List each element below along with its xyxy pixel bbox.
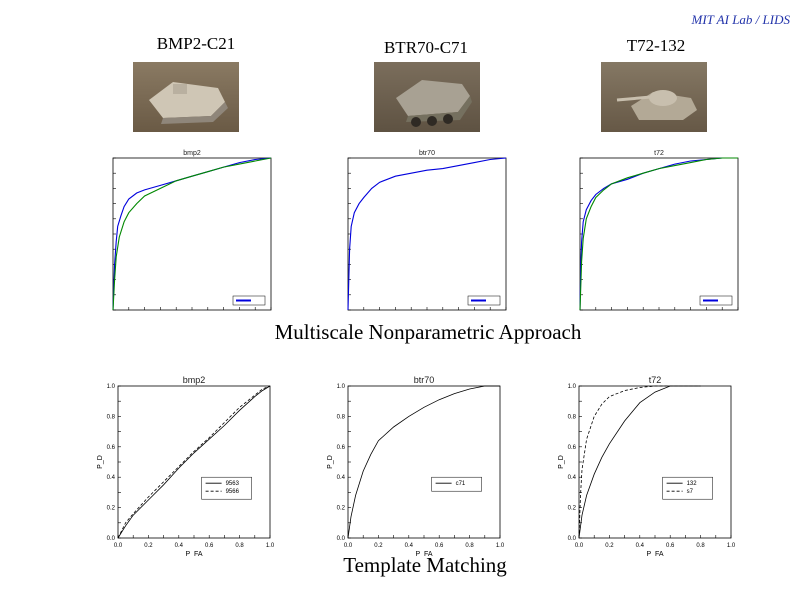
legend-label: 9563 [226, 481, 240, 487]
y-tick-label: 0.6 [568, 445, 577, 451]
x-tick-label: 0.0 [114, 543, 123, 549]
y-tick-label: 0.0 [107, 536, 116, 542]
series-line-green [112, 157, 272, 311]
plot-frame [117, 385, 271, 539]
y-tick-label: 0.4 [568, 475, 577, 481]
plot-title: t72 [654, 150, 664, 157]
plot-title: btr70 [419, 150, 435, 157]
y-tick-label: 0.4 [337, 475, 346, 481]
x-tick-label: 0.2 [374, 543, 383, 549]
x-tick-label: 0.2 [605, 543, 614, 549]
x-tick-label: 0.8 [235, 543, 244, 549]
y-tick-label: 0.2 [107, 506, 116, 512]
x-axis-label: P_FA [185, 551, 202, 557]
plot-title: btr70 [414, 375, 435, 385]
roc-plot-t72-template: t72 0.0 0.2 0.4 0.6 0.8 1.0 0.0 0.2 0.4 0.6 0.8 1.0 P… [558, 375, 736, 557]
x-tick-label: 0.0 [575, 543, 584, 549]
lab-credit: MIT AI Lab / LIDS [691, 12, 790, 27]
legend-box [431, 476, 482, 492]
roc-plot-btr70-nonparametric: btr70 [347, 150, 507, 311]
section-title-nonparametric: Multiscale Nonparametric Approach [274, 320, 582, 344]
y-tick-label: 0.0 [337, 536, 346, 542]
legend-box [201, 476, 252, 500]
series-line-c71 [347, 385, 500, 539]
x-tick-label: 1.0 [727, 543, 736, 549]
plot-frame [579, 157, 739, 311]
y-axis-label: P_D [327, 455, 334, 469]
x-tick-label: 1.0 [266, 543, 275, 549]
roc-plot-bmp2-nonparametric: bmp2 [112, 150, 272, 311]
plot-frame [347, 157, 507, 311]
plot-title: t72 [649, 375, 662, 385]
x-tick-label: 0.4 [405, 543, 414, 549]
legend-label: 132 [687, 481, 698, 487]
series-line-132 [578, 385, 701, 539]
y-tick-label: 0.8 [337, 414, 346, 420]
series-line-green [579, 157, 738, 311]
y-tick-label: 1.0 [568, 384, 577, 390]
tank-photo-bmp2 [133, 62, 239, 132]
x-tick-label: 0.6 [666, 543, 675, 549]
x-tick-label: 0.6 [205, 543, 214, 549]
roc-plot-btr70-template: btr70 0.0 0.2 0.4 0.6 0.8 1.0 0.0 0.2 0.4 0.6 0.8 1.… [327, 375, 505, 557]
plot-frame [578, 385, 732, 539]
y-tick-label: 0.8 [107, 414, 116, 420]
x-tick-label: 0.2 [144, 543, 153, 549]
plot-title: bmp2 [183, 375, 206, 385]
tank-photo-t72 [601, 62, 707, 132]
plot-title: bmp2 [183, 150, 201, 157]
x-tick-label: 0.8 [465, 543, 474, 549]
y-tick-label: 1.0 [107, 384, 116, 390]
legend-label: 9566 [226, 489, 240, 495]
plot-frame [112, 157, 272, 311]
section-title-template-matching: Template Matching [343, 553, 507, 577]
legend-box [662, 476, 713, 500]
x-tick-label: 0.8 [696, 543, 705, 549]
x-tick-label: 1.0 [496, 543, 505, 549]
roc-plot-t72-nonparametric: t72 [579, 150, 739, 311]
x-tick-label: 0.4 [175, 543, 184, 549]
legend-label: c71 [456, 481, 466, 487]
x-axis-label: P_FA [646, 551, 663, 557]
vehicle-title-btr70: BTR70-C71 [383, 38, 469, 57]
series-line-s7 [578, 385, 701, 539]
series-line-blue [579, 157, 738, 311]
x-tick-label: 0.6 [435, 543, 444, 549]
series-line-blue [347, 157, 507, 311]
y-tick-label: 0.4 [107, 475, 116, 481]
vehicle-title-t72: T72-132 [626, 36, 686, 55]
series-line-blue [112, 157, 272, 311]
x-tick-label: 0.0 [344, 543, 353, 549]
y-axis-label: P_D [558, 455, 565, 469]
y-tick-label: 0.6 [107, 445, 116, 451]
series-line-9563 [117, 385, 271, 539]
y-tick-label: 0.6 [337, 445, 346, 451]
x-axis-label: P_FA [415, 551, 432, 557]
series-line-9566 [117, 385, 271, 539]
y-axis-label: P_D [97, 455, 104, 469]
y-tick-label: 0.8 [568, 414, 577, 420]
roc-plot-bmp2-template: bmp2 0.0 0.2 0.4 0.6 0.8 1.0 0.0 0.2 0.4 0.6 0.8 1.0… [97, 375, 275, 557]
legend-label: s7 [687, 489, 694, 495]
plot-frame [347, 385, 501, 539]
y-tick-label: 0.0 [568, 536, 577, 542]
y-tick-label: 0.2 [568, 506, 577, 512]
y-tick-label: 0.2 [337, 506, 346, 512]
x-tick-label: 0.4 [636, 543, 645, 549]
tank-photo-btr70 [374, 62, 480, 132]
y-tick-label: 1.0 [337, 384, 346, 390]
vehicle-title-bmp2: BMP2-C21 [156, 34, 236, 53]
